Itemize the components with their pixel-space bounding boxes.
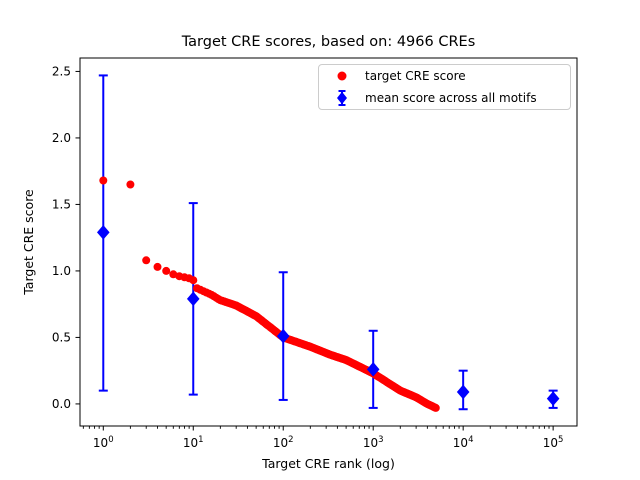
svg-text:101: 101	[183, 435, 204, 450]
svg-text:1.0: 1.0	[52, 264, 71, 278]
svg-text:103: 103	[363, 435, 384, 450]
legend: target CRE score mean score across all m…	[318, 64, 571, 110]
legend-label: mean score across all motifs	[365, 91, 537, 105]
blue-diamond-errorbar-icon	[319, 88, 365, 108]
legend-label: target CRE score	[365, 69, 466, 83]
mean-diamond-markers	[96, 225, 560, 406]
mean-errorbar-lines	[98, 74, 558, 411]
svg-text:104: 104	[453, 435, 474, 450]
svg-text:2.0: 2.0	[52, 131, 71, 145]
target-score-points	[99, 176, 440, 412]
svg-text:0.0: 0.0	[52, 397, 71, 411]
svg-text:100: 100	[93, 435, 114, 450]
svg-text:102: 102	[273, 435, 294, 450]
legend-item-target-cre-score: target CRE score	[319, 65, 570, 87]
x-axis-label: Target CRE rank (log)	[262, 456, 395, 471]
axes-frame	[79, 57, 578, 427]
svg-text:1.5: 1.5	[52, 197, 71, 211]
svg-text:2.5: 2.5	[52, 64, 71, 78]
x-axis-ticks: 100 101 102 103 104 105	[82, 426, 564, 450]
y-axis-ticks: 0.0 0.5 1.0 1.5 2.0 2.5	[52, 64, 80, 411]
chart-title: Target CRE scores, based on: 4966 CREs	[181, 34, 476, 50]
svg-text:105: 105	[543, 435, 564, 450]
legend-item-mean-score: mean score across all motifs	[319, 87, 570, 109]
red-circle-icon	[319, 67, 365, 85]
svg-text:0.5: 0.5	[52, 330, 71, 344]
